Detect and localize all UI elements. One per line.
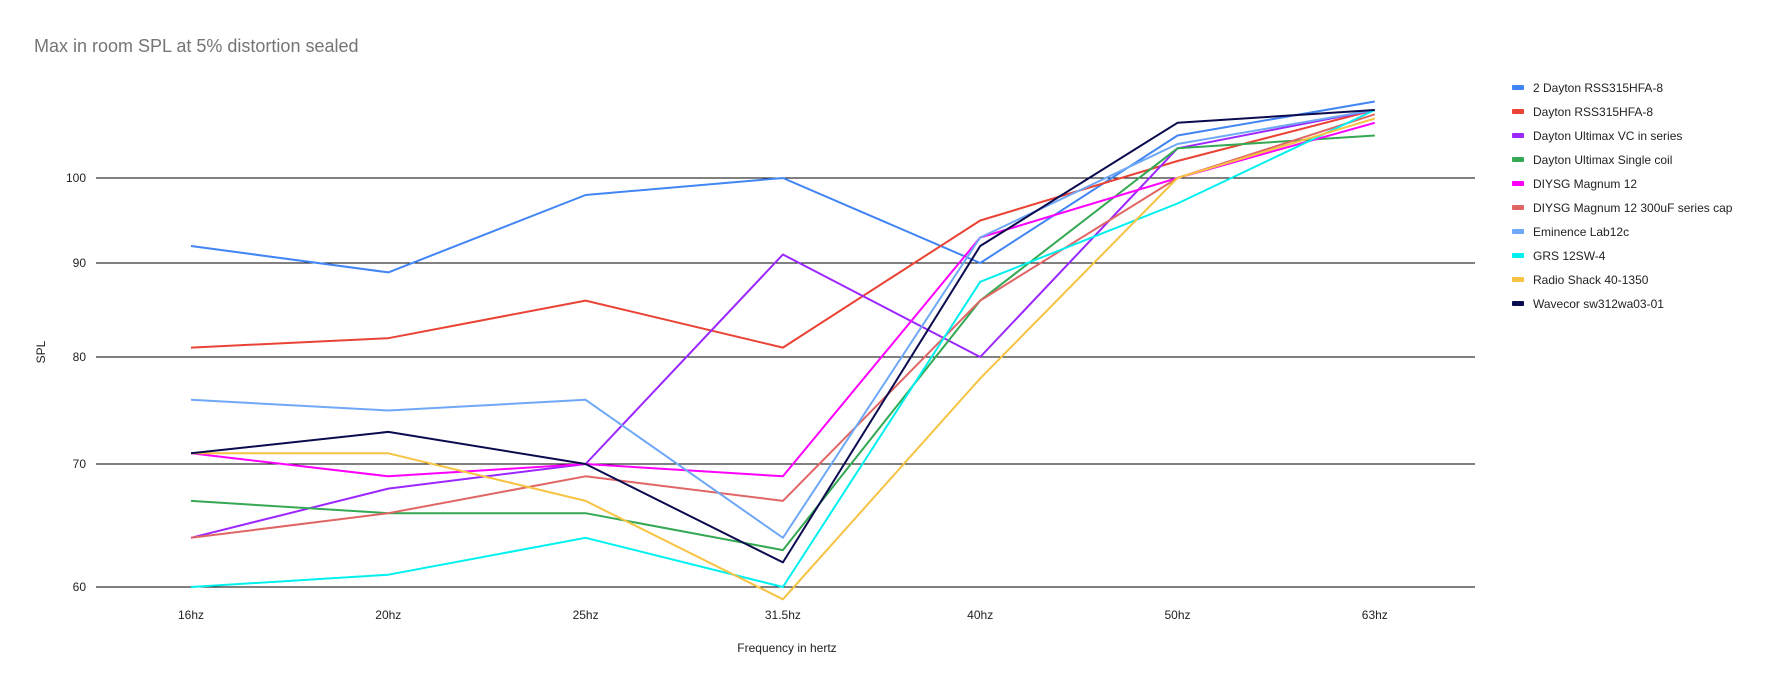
y-tick-label: 80 [73,350,87,364]
series-line-5 [190,121,1376,478]
x-tick-label: 16hz [178,608,204,622]
x-tick-label: 20hz [375,608,401,622]
series-line-7 [190,109,1375,539]
legend-label: Dayton RSS315HFA-8 [1533,105,1653,119]
legend-swatch [1512,277,1524,282]
legend-swatch [1512,133,1524,138]
x-tick-label: 63hz [1362,608,1388,622]
legend-swatch [1512,157,1524,162]
legend-swatch [1512,301,1524,306]
chart-title: Max in room SPL at 5% distortion sealed [34,36,359,56]
y-tick-label: 60 [73,580,87,594]
x-tick-label: 25hz [573,608,599,622]
legend-swatch [1512,253,1524,258]
x-tick-label: 50hz [1164,608,1190,622]
y-tick-label: 100 [66,171,86,185]
series-line-1 [190,100,1375,274]
x-tick-label: 31.5hz [765,608,801,622]
y-tick-label: 70 [73,457,87,471]
legend-label: Radio Shack 40-1350 [1533,273,1649,287]
legend-label: DIYSG Magnum 12 300uF series cap [1533,201,1733,215]
legend-swatch [1512,85,1524,90]
y-axis-ticks: 60 70 80 90 100 [66,171,86,594]
series-line-9 [191,117,1376,601]
legend-swatch [1512,109,1524,114]
legend-label: GRS 12SW-4 [1533,249,1606,263]
legend-label: Dayton Ultimax Single coil [1533,153,1672,167]
legend-label: 2 Dayton RSS315HFA-8 [1533,81,1663,95]
legend-label: Eminence Lab12c [1533,225,1629,239]
x-axis-ticks: 16hz 20hz 25hz 31.5hz 40hz 50hz 63hz [178,608,1388,622]
legend-label: Wavecor sw312wa03-01 [1533,297,1664,311]
legend-label: DIYSG Magnum 12 [1533,177,1637,191]
legend-swatch [1512,205,1524,210]
series-line-2 [190,109,1376,349]
series-line-8 [190,109,1376,588]
y-axis-label: SPL [34,340,48,363]
series-lines [190,100,1376,601]
series-line-4 [190,134,1375,552]
legend-swatch [1512,229,1524,234]
legend-swatch [1512,181,1524,186]
legend: 2 Dayton RSS315HFA-8 Dayton RSS315HFA-8 Da… [1512,81,1733,311]
legend-label: Dayton Ultimax VC in series [1533,129,1682,143]
series-line-10 [190,109,1375,564]
gridlines [96,177,1475,588]
y-tick-label: 90 [73,256,87,270]
x-axis-label: Frequency in hertz [737,641,836,655]
x-tick-label: 40hz [967,608,993,622]
